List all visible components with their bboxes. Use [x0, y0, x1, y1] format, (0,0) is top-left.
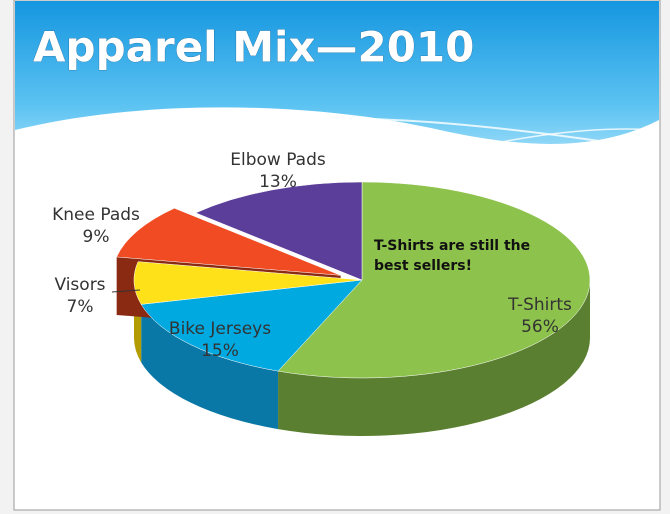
slice-label: Visors [54, 275, 105, 295]
slice-value-label: 13% [259, 172, 297, 192]
slice-value-label: 15% [201, 341, 239, 361]
slice-side [141, 304, 279, 430]
slice-value-label: 56% [521, 317, 559, 337]
slice-label: T-Shirts [507, 295, 572, 315]
slice-label: Bike Jerseys [169, 319, 271, 339]
slice-side [278, 280, 590, 437]
slice [140, 279, 363, 372]
chart-title: Apparel Mix—2010 [33, 23, 474, 72]
slice [277, 181, 591, 379]
slice-label: Elbow Pads [230, 150, 326, 170]
wave-line [199, 117, 660, 151]
annotation: T-Shirts are still the best sellers! [374, 238, 531, 274]
slice [133, 261, 363, 305]
slice [195, 181, 363, 281]
slice [116, 207, 341, 276]
slice-label: Knee Pads [52, 205, 140, 225]
header-wave [15, 107, 659, 176]
wave-line [419, 128, 660, 161]
slice-value-label: 9% [83, 227, 110, 247]
leader-line [111, 289, 141, 293]
slice-value-label: 7% [67, 297, 94, 317]
